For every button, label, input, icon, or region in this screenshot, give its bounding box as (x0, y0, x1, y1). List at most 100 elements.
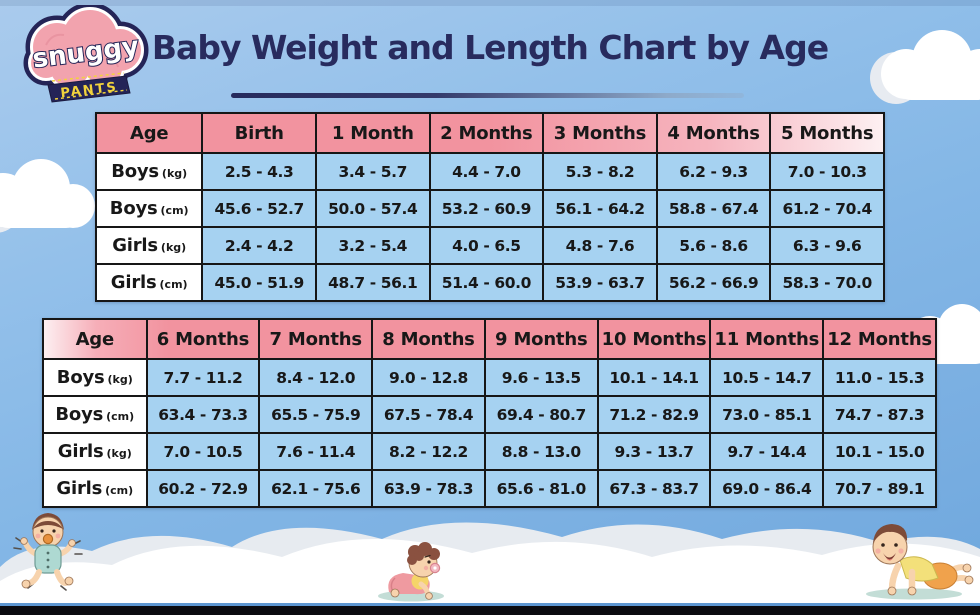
data-cell: 73.0 - 85.1 (709, 395, 825, 434)
data-cell: 3.4 - 5.7 (314, 152, 431, 191)
data-cell: 7.7 - 11.2 (145, 358, 261, 397)
cloud-icon (870, 30, 980, 104)
data-cell: 50.0 - 57.4 (314, 189, 431, 228)
row-unit-text: (kg) (161, 167, 188, 180)
cloud-icon (0, 159, 95, 233)
weight-table-birth-to-5-months: Age Birth 1 Month 2 Months 3 Months 4 Months 5… (94, 112, 885, 302)
row-label: Boys (kg) (94, 152, 204, 191)
cloud-left (0, 150, 105, 245)
cloud-bank-icon (0, 522, 980, 603)
data-cell: 9.7 - 14.4 (709, 432, 825, 471)
data-cell: 2.5 - 4.3 (201, 152, 317, 191)
data-cell: 45.0 - 51.9 (201, 263, 317, 302)
data-cell: 56.2 - 66.9 (655, 263, 772, 302)
row-unit-text: (cm) (160, 204, 189, 217)
data-cell: 4.0 - 6.5 (428, 226, 545, 265)
data-cell: 69.4 - 80.7 (483, 395, 599, 434)
row-label-text: Boys (109, 198, 158, 219)
data-cell: 58.8 - 67.4 (655, 189, 772, 228)
snuggy-pants-logo-icon: snuggy PANTS (23, 2, 149, 103)
row-unit-text: (kg) (106, 447, 132, 460)
baby-pushup-icon (866, 524, 974, 600)
title-underline (231, 93, 744, 98)
top-edge-shade (0, 0, 980, 6)
row-label: Girls (cm) (42, 469, 148, 508)
row-unit-text: (kg) (107, 373, 133, 386)
column-header: 1 Month (314, 112, 431, 154)
row-label: Girls (kg) (42, 432, 148, 471)
data-cell: 67.5 - 78.4 (371, 395, 486, 434)
table-row: Boys (kg) 7.7 - 11.2 8.4 - 12.0 9.0 - 12.8 9.… (42, 358, 937, 397)
data-cell: 58.3 - 70.0 (769, 263, 885, 302)
cloud-bank (0, 495, 980, 615)
data-cell: 2.4 - 4.2 (201, 226, 317, 265)
data-cell: 65.6 - 81.0 (483, 469, 599, 508)
table-row: Boys (cm) 63.4 - 73.3 65.5 - 75.9 67.5 - 78.… (42, 395, 937, 434)
data-cell: 7.0 - 10.3 (769, 152, 885, 191)
data-cell: 10.5 - 14.7 (709, 358, 825, 397)
table-row: Girls (cm) 45.0 - 51.9 48.7 - 56.1 51.4 - 60… (94, 263, 885, 302)
baby-pushup (852, 514, 976, 604)
row-label-text: Girls (57, 441, 104, 462)
data-cell: 10.1 - 14.1 (596, 358, 712, 397)
data-cell: 69.0 - 86.4 (709, 469, 825, 508)
data-cell: 5.3 - 8.2 (542, 152, 658, 191)
data-cell: 63.4 - 73.3 (145, 395, 261, 434)
row-label-text: Boys (56, 367, 105, 388)
data-cell: 53.9 - 63.7 (542, 263, 658, 302)
column-header: 6 Months (145, 318, 261, 360)
data-cell: 60.2 - 72.9 (145, 469, 261, 508)
data-cell: 9.0 - 12.8 (371, 358, 486, 397)
data-cell: 5.6 - 8.6 (655, 226, 772, 265)
row-label: Boys (kg) (42, 358, 148, 397)
data-cell: 74.7 - 87.3 (822, 395, 937, 434)
row-label-text: Girls (110, 272, 157, 293)
brand-logo: snuggy PANTS (12, 2, 162, 114)
data-cell: 7.0 - 10.5 (145, 432, 261, 471)
row-label: Girls (kg) (94, 226, 204, 265)
data-cell: 67.3 - 83.7 (596, 469, 712, 508)
bottom-blue-line (0, 603, 980, 606)
data-cell: 70.7 - 89.1 (822, 469, 937, 508)
data-cell: 48.7 - 56.1 (314, 263, 431, 302)
row-label-text: Boys (55, 404, 104, 425)
baby-sitting (8, 508, 88, 604)
data-cell: 8.8 - 13.0 (483, 432, 599, 471)
data-cell: 65.5 - 75.9 (258, 395, 374, 434)
data-cell: 51.4 - 60.0 (428, 263, 545, 302)
data-cell: 8.4 - 12.0 (258, 358, 374, 397)
row-unit-text: (kg) (160, 241, 187, 254)
data-cell: 6.3 - 9.6 (769, 226, 885, 265)
data-cell: 6.2 - 9.3 (655, 152, 772, 191)
row-unit-text: (cm) (105, 484, 134, 497)
data-cell: 3.2 - 5.4 (314, 226, 431, 265)
table-row: Boys (cm) 45.6 - 52.7 50.0 - 57.4 53.2 - 60.… (94, 189, 885, 228)
data-cell: 56.1 - 64.2 (542, 189, 658, 228)
column-header: 12 Months (822, 318, 937, 360)
row-label-text: Girls (112, 235, 158, 256)
column-header: 7 Months (258, 318, 374, 360)
column-header: Age (42, 318, 148, 360)
table-row: Girls (kg) 2.4 - 4.2 3.2 - 5.4 4.0 - 6.5 4.8 … (94, 226, 885, 265)
baby-crawling-icon (378, 542, 444, 602)
row-label: Boys (cm) (94, 189, 204, 228)
data-cell: 45.6 - 52.7 (201, 189, 317, 228)
data-cell: 8.2 - 12.2 (371, 432, 486, 471)
data-cell: 71.2 - 82.9 (596, 395, 712, 434)
data-cell: 9.3 - 13.7 (596, 432, 712, 471)
page-title: Baby Weight and Length Chart by Age (151, 28, 829, 67)
row-unit-text: (cm) (159, 278, 188, 291)
data-cell: 11.0 - 15.3 (822, 358, 937, 397)
table-row: Girls (cm) 60.2 - 72.9 62.1 - 75.6 63.9 - 78… (42, 469, 937, 508)
data-cell: 9.6 - 13.5 (483, 358, 599, 397)
data-cell: 7.6 - 11.4 (258, 432, 374, 471)
data-cell: 61.2 - 70.4 (769, 189, 885, 228)
row-label: Boys (cm) (42, 395, 148, 434)
column-header: 2 Months (428, 112, 545, 154)
data-cell: 63.9 - 78.3 (371, 469, 486, 508)
data-cell: 10.1 - 15.0 (822, 432, 937, 471)
data-cell: 4.8 - 7.6 (542, 226, 658, 265)
bottom-frame-bar (0, 606, 980, 615)
column-header: 9 Months (483, 318, 599, 360)
